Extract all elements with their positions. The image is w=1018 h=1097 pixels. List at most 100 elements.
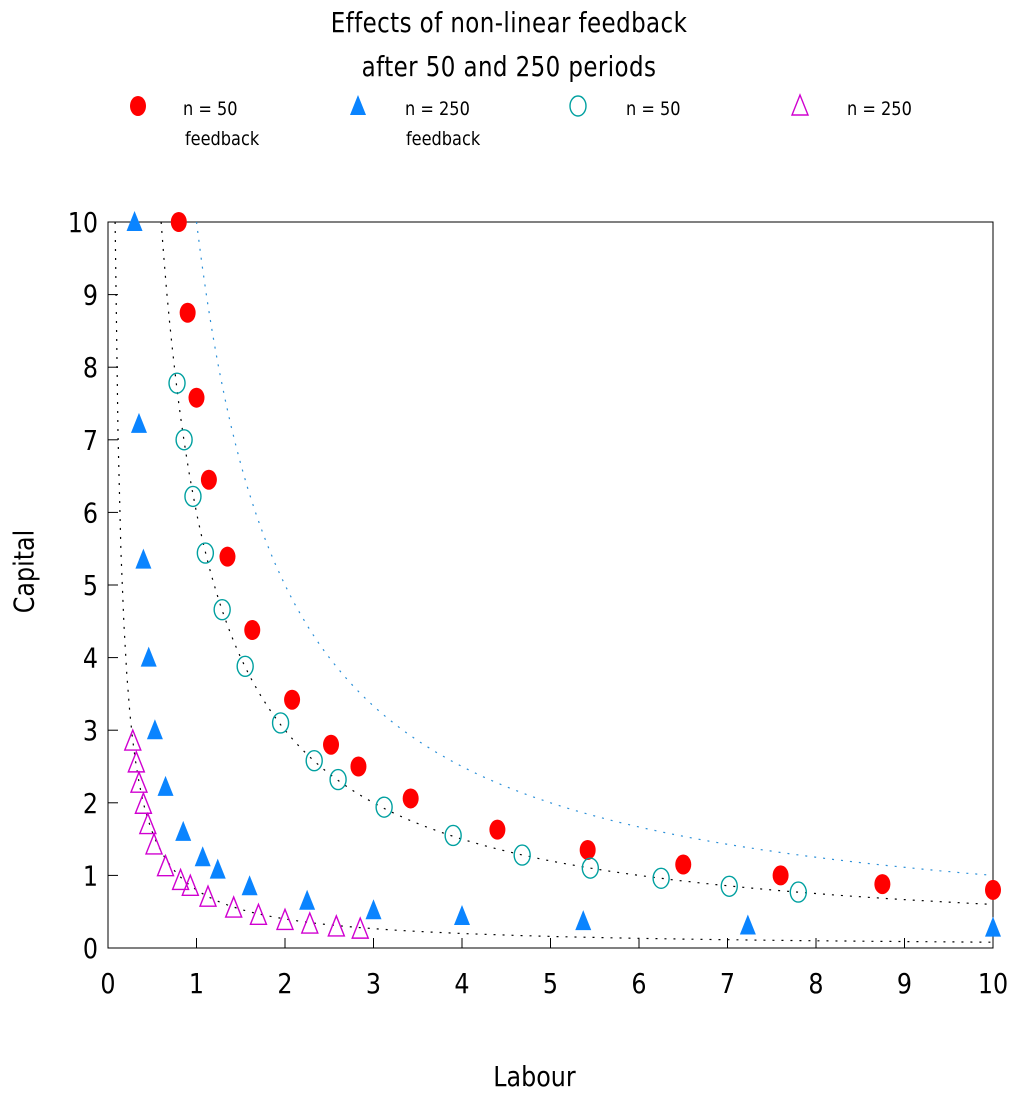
legend-label-series-2: n = 250: [405, 98, 470, 120]
data-point-series-4: [351, 916, 370, 939]
y-tick-label: 9: [83, 280, 98, 312]
x-tick-label: 10: [978, 968, 1008, 1000]
data-point-series-1: [874, 874, 891, 895]
data-point-series-2: [454, 905, 470, 926]
data-point-series-4: [138, 811, 157, 835]
data-point-series-1: [579, 839, 596, 860]
data-point-series-4: [171, 867, 190, 891]
data-point-series-1: [284, 689, 301, 710]
data-point-series-2: [241, 875, 258, 896]
data-point-series-2: [130, 412, 147, 433]
data-point-series-1: [244, 620, 261, 641]
data-point-series-1: [188, 387, 205, 408]
data-point-series-4: [275, 907, 295, 931]
data-point-series-2: [146, 719, 163, 740]
data-point-series-1: [219, 546, 236, 567]
data-point-series-1: [675, 854, 692, 875]
legend-sublabel-series-2: feedback: [406, 128, 481, 150]
legend-marker-series-2: [350, 95, 366, 115]
x-tick-label: 6: [631, 968, 646, 1000]
data-point-series-3: [652, 867, 670, 890]
fitted-curve: [160, 221, 994, 905]
data-point-series-3: [236, 655, 254, 678]
data-point-series-3: [581, 857, 600, 879]
data-point-series-1: [489, 819, 506, 840]
data-point-series-2: [175, 820, 192, 841]
data-point-series-1: [323, 734, 340, 755]
legend-sublabel-series-1: feedback: [185, 128, 260, 150]
y-tick-label: 1: [83, 861, 98, 893]
y-axis-label: Capital: [7, 529, 41, 614]
data-point-series-3: [213, 598, 231, 621]
x-tick-label: 1: [189, 968, 204, 1000]
x-tick-label: 4: [454, 968, 469, 1000]
chart-title-line-2: after 50 and 250 periods: [361, 50, 657, 83]
data-point-series-1: [772, 865, 789, 886]
data-point-series-2: [985, 916, 1001, 937]
legend-label-series-3: n = 50: [626, 98, 681, 120]
data-point-series-1: [200, 469, 217, 490]
legend-label-series-1: n = 50: [183, 98, 238, 120]
data-point-series-4: [327, 914, 346, 937]
data-point-series-2: [140, 646, 157, 667]
data-point-series-3: [175, 429, 193, 451]
data-point-series-1: [170, 212, 187, 232]
y-tick-label: 7: [83, 425, 98, 457]
data-point-series-4: [300, 911, 319, 934]
x-tick-label: 5: [543, 968, 558, 1000]
fitted-curve: [195, 221, 994, 876]
data-point-series-3: [329, 768, 347, 791]
data-point-series-3: [305, 749, 323, 772]
data-point-series-3: [184, 485, 202, 508]
data-point-series-1: [179, 302, 196, 323]
data-point-series-3: [168, 372, 186, 394]
data-point-series-4: [198, 884, 218, 907]
data-point-series-2: [194, 846, 211, 867]
y-tick-label: 10: [68, 207, 98, 239]
data-point-series-4: [127, 749, 146, 773]
x-tick-label: 2: [277, 968, 292, 1000]
data-point-series-2: [739, 914, 756, 935]
data-point-series-4: [144, 832, 164, 855]
x-tick-label: 8: [808, 968, 823, 1000]
data-point-series-4: [123, 728, 142, 751]
data-point-series-1: [985, 879, 1001, 900]
legend-marker-series-4: [790, 93, 810, 116]
x-tick-label: 0: [100, 968, 115, 1000]
legend-marker-series-3: [569, 95, 587, 117]
data-point-series-4: [224, 895, 243, 918]
data-point-series-3: [789, 881, 807, 903]
data-point-series-2: [299, 889, 316, 910]
data-point-series-2: [126, 211, 143, 231]
y-tick-label: 5: [83, 570, 98, 602]
data-point-series-4: [181, 873, 200, 896]
data-point-series-4: [156, 853, 175, 877]
plot-frame: [107, 221, 994, 949]
data-point-series-4: [129, 770, 149, 793]
y-tick-label: 6: [83, 498, 98, 530]
data-point-series-3: [375, 796, 393, 818]
data-point-series-2: [135, 548, 152, 569]
y-tick-label: 8: [83, 352, 98, 384]
data-point-series-3: [444, 824, 462, 847]
fitted-curve: [114, 221, 993, 943]
data-point-series-2: [575, 910, 592, 931]
x-tick-label: 7: [720, 968, 735, 1000]
legend-label-series-4: n = 250: [847, 98, 912, 120]
data-point-series-3: [196, 542, 215, 564]
x-axis-label: Labour: [493, 1060, 576, 1093]
x-tick-label: 3: [366, 968, 381, 1000]
data-point-series-4: [249, 902, 268, 926]
data-point-series-4: [134, 791, 153, 814]
legend-marker-series-1: [130, 96, 146, 116]
data-point-series-1: [402, 788, 419, 809]
y-tick-label: 0: [83, 933, 98, 965]
x-tick-label: 9: [897, 968, 912, 1000]
data-point-series-2: [157, 775, 174, 796]
chart-title-line-1: Effects of non-linear feedback: [330, 6, 688, 39]
y-tick-label: 4: [83, 643, 98, 675]
data-point-series-2: [365, 899, 382, 920]
y-tick-label: 2: [83, 788, 98, 820]
data-point-series-1: [350, 756, 367, 777]
data-point-series-2: [209, 858, 226, 879]
